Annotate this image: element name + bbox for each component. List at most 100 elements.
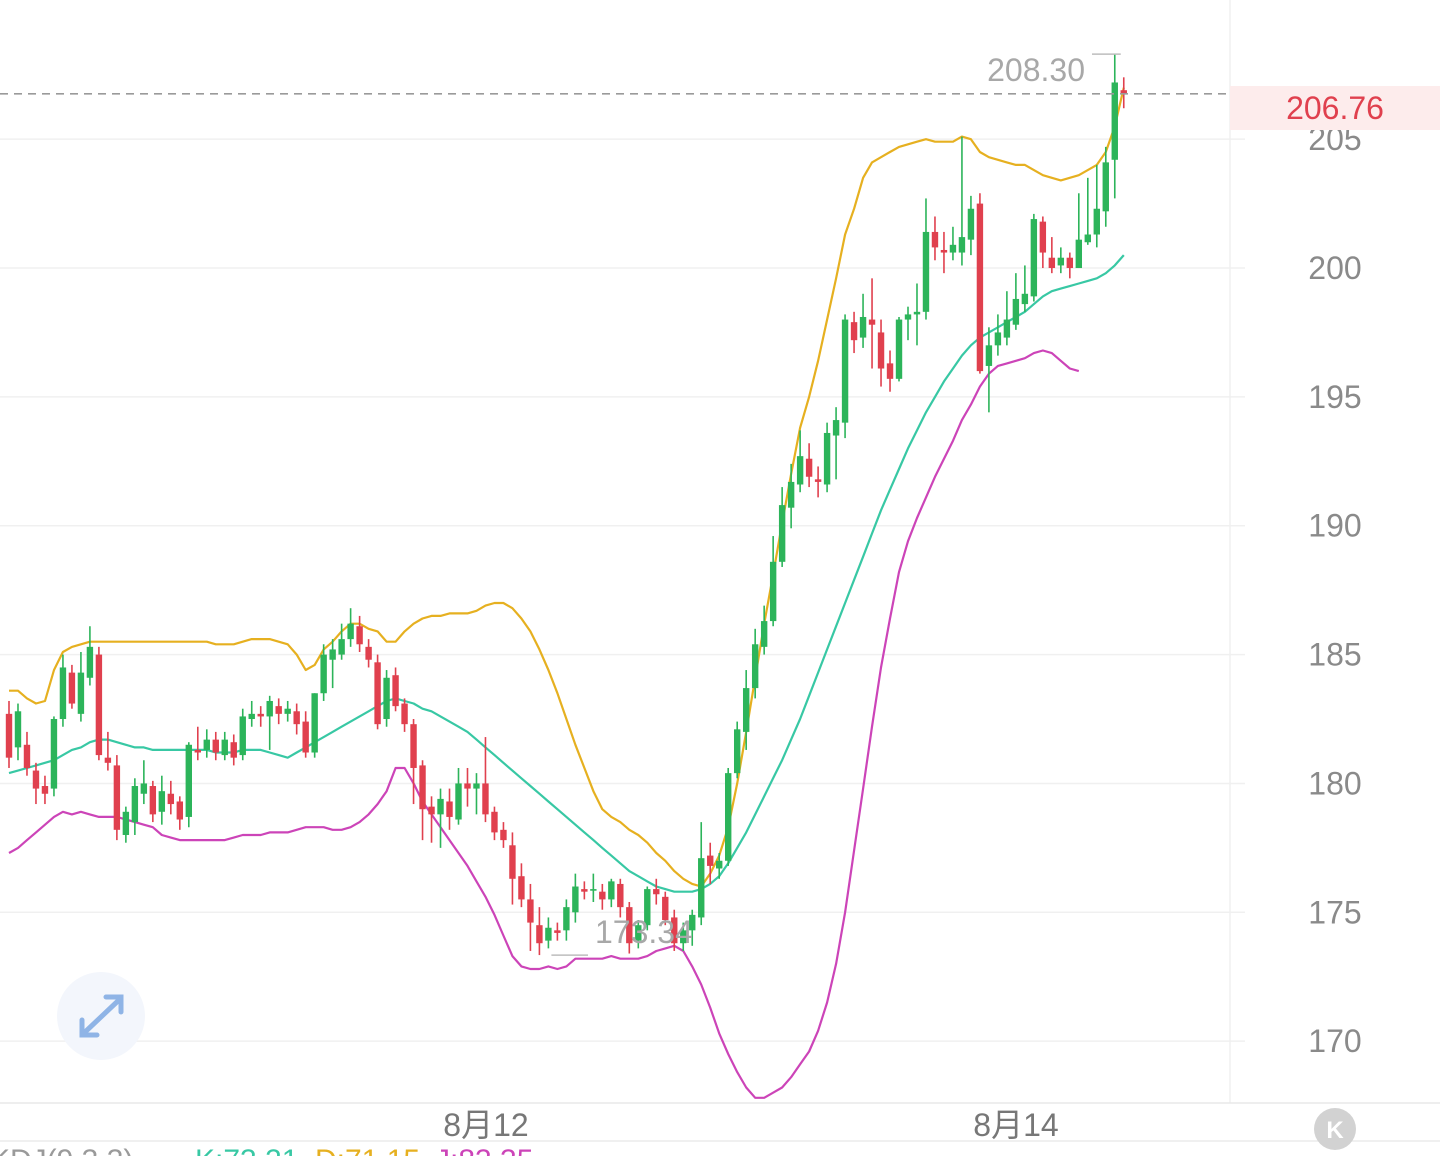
candle-body — [1111, 82, 1118, 160]
candle — [689, 909, 696, 946]
candle-body — [329, 649, 336, 660]
candle — [122, 806, 130, 843]
candle-body — [383, 677, 390, 720]
candle-body — [671, 917, 678, 944]
candle-body — [796, 456, 804, 485]
candle — [1102, 146, 1109, 227]
candle — [608, 878, 615, 908]
candle — [77, 652, 85, 722]
candle — [913, 283, 921, 346]
candle-body — [365, 646, 372, 660]
candle — [131, 778, 139, 835]
candle — [931, 216, 939, 261]
candle — [428, 796, 435, 843]
candle-body — [1003, 319, 1011, 338]
candle-body — [230, 742, 237, 758]
candle — [329, 639, 336, 689]
candle — [832, 407, 840, 480]
candle — [203, 729, 210, 758]
candle — [248, 700, 255, 727]
candle-body — [140, 783, 148, 794]
kdj-k-value: K:73.21 — [195, 1144, 298, 1156]
candle-body — [14, 711, 22, 748]
y-tick-label-195: 195 — [1308, 379, 1361, 415]
candle — [1039, 216, 1047, 269]
candle — [698, 822, 705, 926]
bollinger-bands — [8, 87, 1125, 1099]
candle — [1003, 291, 1011, 346]
candle-body — [823, 432, 831, 485]
candle — [1057, 247, 1065, 274]
candle-body — [464, 783, 471, 789]
candle-body — [518, 876, 525, 900]
y-tick-label-190: 190 — [1308, 508, 1361, 544]
candle-body — [1120, 90, 1127, 94]
candle-body — [994, 332, 1002, 346]
candle — [32, 762, 40, 805]
candle-body — [985, 345, 993, 366]
candle-body — [473, 783, 480, 789]
candle — [787, 463, 795, 529]
candle-body — [401, 703, 408, 725]
candle-body — [850, 322, 858, 341]
candle-body — [455, 783, 462, 820]
candle-body — [239, 716, 246, 756]
candle — [302, 711, 309, 758]
candle — [221, 731, 228, 761]
candle — [284, 700, 291, 722]
candle — [994, 314, 1002, 356]
k-badge-button[interactable]: K — [1314, 1108, 1356, 1150]
candle — [635, 920, 642, 949]
candle — [104, 731, 112, 771]
candle — [185, 742, 192, 828]
candle — [805, 443, 813, 488]
candle-body — [59, 667, 67, 720]
candle — [940, 231, 948, 274]
expand-arrows-icon — [79, 994, 124, 1038]
candle — [401, 698, 408, 732]
candle — [716, 853, 723, 879]
candle — [967, 195, 975, 256]
candle-body — [716, 860, 723, 869]
candle — [446, 788, 453, 830]
candle — [1048, 237, 1056, 274]
candle — [41, 775, 49, 805]
candle — [509, 832, 516, 905]
candle — [1111, 54, 1118, 199]
candle — [68, 664, 76, 709]
candle-body — [446, 801, 453, 817]
candle-body — [284, 708, 291, 714]
candle — [500, 822, 507, 848]
high-price-label: 208.30 — [987, 52, 1085, 88]
candle-body — [680, 930, 687, 944]
k-badge-bg[interactable] — [1314, 1108, 1356, 1150]
candle-body — [904, 314, 912, 320]
candle-body — [5, 713, 13, 758]
candle-body — [374, 662, 381, 725]
candle-body — [77, 672, 85, 714]
candle-body — [68, 672, 76, 704]
candle — [850, 311, 858, 354]
candle-body — [733, 729, 741, 774]
candle — [733, 721, 741, 779]
candle — [778, 487, 786, 567]
candle-body — [212, 739, 219, 753]
candle-body — [563, 907, 570, 931]
candle-body — [338, 639, 345, 655]
candle — [760, 605, 768, 655]
candle-body — [95, 654, 103, 756]
candle-body — [1021, 293, 1029, 305]
candle-body — [841, 319, 849, 423]
candle — [644, 886, 651, 931]
candle — [868, 278, 876, 369]
candle-body — [23, 744, 31, 768]
expand-button[interactable] — [57, 972, 145, 1060]
candle-body — [221, 739, 228, 756]
candle-body — [707, 855, 714, 866]
candle — [266, 695, 273, 750]
candle — [1012, 273, 1020, 330]
lower-band-line — [8, 349, 1080, 1099]
